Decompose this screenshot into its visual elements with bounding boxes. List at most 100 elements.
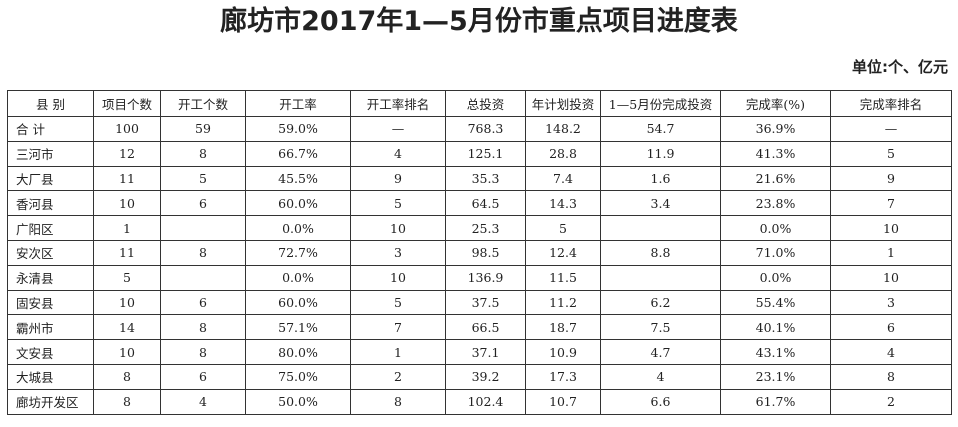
value-cell (600, 264, 721, 291)
value-cell: 80.0% (245, 339, 351, 365)
region-cell: 文安县 (7, 339, 94, 365)
unit-note: 单位:个、亿元 (852, 58, 948, 76)
value-cell: 64.5 (445, 190, 526, 217)
region-cell: 广阳区 (7, 215, 94, 241)
region-cell: 固安县 (7, 289, 94, 316)
value-cell: 6 (160, 289, 246, 316)
value-cell: 8 (160, 140, 246, 167)
region-cell: 廊坊开发区 (7, 388, 94, 415)
value-cell: 6 (160, 363, 246, 390)
value-cell: 5 (830, 140, 952, 167)
value-cell: 14.3 (525, 190, 601, 217)
value-cell: 66.5 (445, 314, 526, 341)
value-cell: 10.9 (525, 339, 601, 365)
column-header: 县 别 (7, 90, 94, 117)
value-cell: 6.2 (600, 289, 721, 316)
column-header: 总投资 (445, 90, 526, 117)
value-cell: 7.5 (600, 314, 721, 341)
value-cell: 17.3 (525, 363, 601, 390)
region-cell: 霸州市 (7, 314, 94, 341)
value-cell: 1 (830, 239, 952, 266)
value-cell: 6 (160, 190, 246, 217)
table-row: 三河市 12 8 66.7% 4 125.1 28.8 11.9 41.3% 5 (7, 140, 952, 167)
value-cell: 12 (93, 140, 161, 167)
value-cell: 8 (830, 363, 952, 390)
column-header: 项目个数 (93, 90, 161, 117)
value-cell: 11.5 (525, 264, 601, 291)
value-cell: 25.3 (445, 215, 526, 241)
value-cell: 4.7 (600, 339, 721, 365)
table-row: 文安县 10 8 80.0% 1 37.1 10.9 4.7 43.1% 4 (7, 339, 952, 365)
value-cell: 7.4 (525, 165, 601, 192)
value-cell: 10 (93, 289, 161, 316)
table-row: 固安县 10 6 60.0% 5 37.5 11.2 6.2 55.4% 3 (7, 289, 952, 316)
value-cell: 40.1% (720, 314, 831, 341)
value-cell: 3 (830, 289, 952, 316)
table-row: 广阳区 1 0.0% 10 25.3 5 0.0% 10 (7, 215, 952, 241)
value-cell: 60.0% (245, 289, 351, 316)
column-header: 开工率排名 (350, 90, 446, 117)
value-cell: 66.7% (245, 140, 351, 167)
value-cell: 98.5 (445, 239, 526, 266)
value-cell: 0.0% (720, 215, 831, 241)
value-cell: 5 (160, 165, 246, 192)
value-cell: 5 (525, 215, 601, 241)
column-header: 1—5月份完成投资 (600, 90, 721, 117)
value-cell: 8 (160, 339, 246, 365)
header-row: 县 别项目个数 开工个数 开工率 开工率排名 总投资 年计划投资 1—5月份完成投资 完成率(… (7, 90, 952, 117)
value-cell: 4 (350, 140, 446, 167)
value-cell: 59 (160, 116, 246, 142)
value-cell: 3.4 (600, 190, 721, 217)
value-cell: 75.0% (245, 363, 351, 390)
value-cell: 1.6 (600, 165, 721, 192)
value-cell: 9 (830, 165, 952, 192)
value-cell: 148.2 (525, 116, 601, 142)
table-row: 香河县 10 6 60.0% 5 64.5 14.3 3.4 23.8% 7 (7, 190, 952, 217)
region-cell: 合 计 (7, 116, 94, 142)
value-cell: 8 (93, 363, 161, 390)
value-cell: 28.8 (525, 140, 601, 167)
column-header: 开工率 (245, 90, 351, 117)
value-cell: 54.7 (600, 116, 721, 142)
value-cell: 10 (93, 190, 161, 217)
value-cell: 8 (160, 239, 246, 266)
value-cell: 125.1 (445, 140, 526, 167)
value-cell: 45.5% (245, 165, 351, 192)
value-cell: 100 (93, 116, 161, 142)
value-cell: 21.6% (720, 165, 831, 192)
value-cell: 10 (350, 264, 446, 291)
value-cell: 102.4 (445, 388, 526, 415)
value-cell: 0.0% (720, 264, 831, 291)
value-cell: — (350, 116, 446, 142)
value-cell (160, 215, 246, 241)
value-cell: 9 (350, 165, 446, 192)
value-cell: 2 (830, 388, 952, 415)
value-cell: 136.9 (445, 264, 526, 291)
value-cell: 10.7 (525, 388, 601, 415)
progress-table: 县 别项目个数 开工个数 开工率 开工率排名 总投资 年计划投资 1—5月份完成投资 完成率(… (7, 90, 952, 415)
value-cell: 71.0% (720, 239, 831, 266)
table-row: 大城县 8 6 75.0% 2 39.2 17.3 4 23.1% 8 (7, 363, 952, 390)
value-cell: 43.1% (720, 339, 831, 365)
table-row: 永清县 5 0.0% 10 136.9 11.5 0.0% 10 (7, 264, 952, 291)
value-cell: 23.8% (720, 190, 831, 217)
value-cell: 4 (600, 363, 721, 390)
value-cell: 1 (93, 215, 161, 241)
value-cell: 5 (93, 264, 161, 291)
value-cell (160, 264, 246, 291)
value-cell: 8 (160, 314, 246, 341)
table-row: 合 计 100 59 59.0% —768.3 148.2 54.7 36.9% — (7, 116, 952, 142)
table-row: 廊坊开发区 8 4 50.0% 8 102.4 10.7 6.6 61.7% 2 (7, 388, 952, 415)
value-cell: 10 (93, 339, 161, 365)
value-cell: 57.1% (245, 314, 351, 341)
value-cell: — (830, 116, 952, 142)
value-cell: 35.3 (445, 165, 526, 192)
value-cell: 37.5 (445, 289, 526, 316)
table-row: 霸州市 14 8 57.1% 7 66.5 18.7 7.5 40.1% 6 (7, 314, 952, 341)
value-cell: 11 (93, 165, 161, 192)
value-cell: 37.1 (445, 339, 526, 365)
value-cell: 18.7 (525, 314, 601, 341)
value-cell: 7 (350, 314, 446, 341)
column-header: 开工个数 (160, 90, 246, 117)
